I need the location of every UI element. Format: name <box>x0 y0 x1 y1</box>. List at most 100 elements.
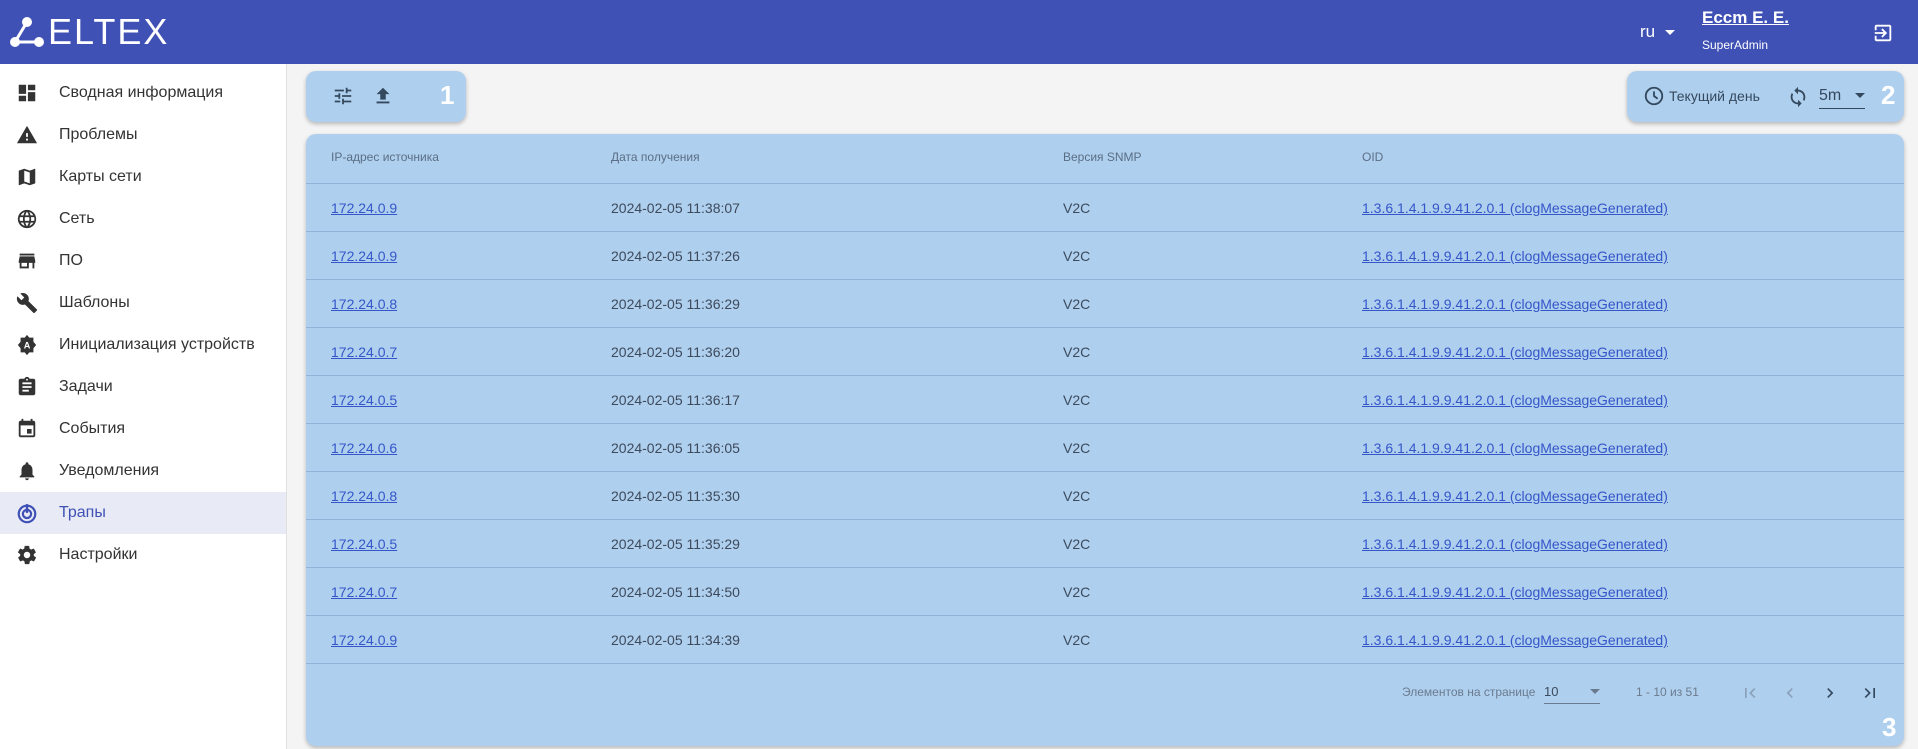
last-page-button[interactable] <box>1855 678 1885 708</box>
snmp-version: V2C <box>1063 344 1091 360</box>
oid-link[interactable]: 1.3.6.1.4.1.9.9.41.2.0.1 (clogMessageGen… <box>1362 248 1668 264</box>
prev-page-button[interactable] <box>1775 678 1805 708</box>
first-page-button[interactable] <box>1735 678 1765 708</box>
chevron-down-icon <box>1855 93 1865 98</box>
sidebar-item-8[interactable]: События <box>0 408 286 450</box>
clock-icon <box>1644 86 1664 106</box>
received-date: 2024-02-05 11:36:29 <box>611 296 740 312</box>
sidebar-item-10[interactable]: Трапы <box>0 492 286 534</box>
table-row: 172.24.0.6 2024-02-05 11:36:05 V2C 1.3.6.1.… <box>306 423 1904 471</box>
source-ip-link[interactable]: 172.24.0.8 <box>331 488 398 504</box>
period-button[interactable]: Текущий день <box>1643 85 1760 107</box>
sidebar: Сводная информация Проблемы Карты сети Сеть… <box>0 64 287 749</box>
received-date: 2024-02-05 11:37:26 <box>611 248 740 264</box>
clipboard-icon <box>16 376 38 398</box>
bell-icon <box>16 460 38 482</box>
sidebar-item-label: Трапы <box>59 504 106 521</box>
sidebar-item-label: Шаблоны <box>59 294 130 311</box>
snmp-version: V2C <box>1063 584 1091 600</box>
table-row: 172.24.0.7 2024-02-05 11:34:50 V2C 1.3.6.1.… <box>306 567 1904 615</box>
source-ip-link[interactable]: 172.24.0.9 <box>331 632 398 648</box>
toolbar-panel: 1 <box>306 71 466 122</box>
dashboard-icon <box>16 82 38 104</box>
table-row: 172.24.0.9 2024-02-05 11:37:26 V2C 1.3.6.1.… <box>306 231 1904 279</box>
source-ip-link[interactable]: 172.24.0.7 <box>331 344 398 360</box>
language-select[interactable]: ru <box>1640 22 1676 42</box>
wrench-icon <box>16 292 38 314</box>
table-row: 172.24.0.8 2024-02-05 11:35:30 V2C 1.3.6.1.… <box>306 471 1904 519</box>
source-ip-link[interactable]: 172.24.0.5 <box>331 392 398 408</box>
source-ip-link[interactable]: 172.24.0.9 <box>331 200 398 216</box>
first-page-icon <box>1745 688 1756 698</box>
oid-link[interactable]: 1.3.6.1.4.1.9.9.41.2.0.1 (clogMessageGen… <box>1362 632 1668 648</box>
filter-button[interactable] <box>328 81 358 111</box>
source-ip-link[interactable]: 172.24.0.8 <box>331 296 398 312</box>
sidebar-item-1[interactable]: Проблемы <box>0 114 286 156</box>
sidebar-item-11[interactable]: Настройки <box>0 534 286 576</box>
store-icon <box>16 250 38 272</box>
received-date: 2024-02-05 11:35:30 <box>611 488 740 504</box>
received-date: 2024-02-05 11:36:05 <box>611 440 740 456</box>
column-header[interactable]: Версия SNMP <box>1063 150 1142 164</box>
snmp-version: V2C <box>1063 392 1091 408</box>
oid-link[interactable]: 1.3.6.1.4.1.9.9.41.2.0.1 (clogMessageGen… <box>1362 536 1668 552</box>
sidebar-item-5[interactable]: Шаблоны <box>0 282 286 324</box>
sidebar-item-label: Задачи <box>59 378 113 395</box>
table-divider <box>306 663 1904 664</box>
chevron-down-icon <box>1590 689 1600 694</box>
sidebar-item-9[interactable]: Уведомления <box>0 450 286 492</box>
sidebar-item-2[interactable]: Карты сети <box>0 156 286 198</box>
sidebar-item-6[interactable]: A Инициализация устройств <box>0 324 286 366</box>
sidebar-item-0[interactable]: Сводная информация <box>0 72 286 114</box>
tune-icon <box>334 87 352 105</box>
snmp-version: V2C <box>1063 248 1091 264</box>
source-ip-link[interactable]: 172.24.0.9 <box>331 248 398 264</box>
traps-table-card <box>306 134 1904 746</box>
table-row: 172.24.0.9 2024-02-05 11:38:07 V2C 1.3.6.1.… <box>306 183 1904 231</box>
marker-1: 1 <box>440 80 455 110</box>
marker-3: 3 <box>1882 712 1897 742</box>
oid-link[interactable]: 1.3.6.1.4.1.9.9.41.2.0.1 (clogMessageGen… <box>1362 344 1668 360</box>
snmp-version: V2C <box>1063 440 1091 456</box>
trap-icon <box>16 502 38 524</box>
column-header[interactable]: IP-адрес источника <box>331 150 439 164</box>
column-header[interactable]: OID <box>1362 150 1384 164</box>
export-button[interactable] <box>368 81 398 111</box>
oid-link[interactable]: 1.3.6.1.4.1.9.9.41.2.0.1 (clogMessageGen… <box>1362 440 1668 456</box>
source-ip-link[interactable]: 172.24.0.7 <box>331 584 398 600</box>
sidebar-item-4[interactable]: ПО <box>0 240 286 282</box>
per-page-label: Элементов на странице <box>1402 685 1536 699</box>
sidebar-item-3[interactable]: Сеть <box>0 198 286 240</box>
oid-link[interactable]: 1.3.6.1.4.1.9.9.41.2.0.1 (clogMessageGen… <box>1362 296 1668 312</box>
next-page-button[interactable] <box>1815 678 1845 708</box>
received-date: 2024-02-05 11:36:20 <box>611 344 740 360</box>
source-ip-link[interactable]: 172.24.0.6 <box>331 440 398 456</box>
user-name-link[interactable]: Ессm Е. Е. <box>1702 8 1789 27</box>
oid-link[interactable]: 1.3.6.1.4.1.9.9.41.2.0.1 (clogMessageGen… <box>1362 584 1668 600</box>
sidebar-item-label: События <box>59 420 126 437</box>
snmp-version: V2C <box>1063 200 1091 216</box>
eltex-logo: ELTEX <box>10 14 169 50</box>
globe-icon <box>16 208 38 230</box>
oid-link[interactable]: 1.3.6.1.4.1.9.9.41.2.0.1 (clogMessageGen… <box>1362 488 1668 504</box>
source-ip-link[interactable]: 172.24.0.5 <box>331 536 398 552</box>
sidebar-item-label: Проблемы <box>59 126 138 143</box>
marker-2: 2 <box>1881 80 1896 110</box>
oid-link[interactable]: 1.3.6.1.4.1.9.9.41.2.0.1 (clogMessageGen… <box>1362 392 1668 408</box>
snmp-version: V2C <box>1063 296 1091 312</box>
logout-button[interactable] <box>1872 22 1894 49</box>
column-header[interactable]: Дата получения <box>611 150 700 164</box>
sidebar-item-label: Инициализация устройств <box>59 336 255 353</box>
gear-icon <box>16 544 38 566</box>
sidebar-item-7[interactable]: Задачи <box>0 366 286 408</box>
received-date: 2024-02-05 11:34:39 <box>611 632 740 648</box>
time-panel: Текущий день 5m 2 <box>1627 71 1904 122</box>
upload-icon <box>376 87 390 104</box>
sidebar-item-label: Сеть <box>59 210 95 227</box>
user-info: Ессm Е. Е. SuperAdmin <box>1702 8 1789 52</box>
received-date: 2024-02-05 11:36:17 <box>611 392 740 408</box>
refresh-interval-select[interactable]: 5m <box>1819 83 1865 109</box>
per-page-select[interactable]: 10 <box>1544 680 1600 704</box>
oid-link[interactable]: 1.3.6.1.4.1.9.9.41.2.0.1 (clogMessageGen… <box>1362 200 1668 216</box>
snmp-version: V2C <box>1063 632 1091 648</box>
